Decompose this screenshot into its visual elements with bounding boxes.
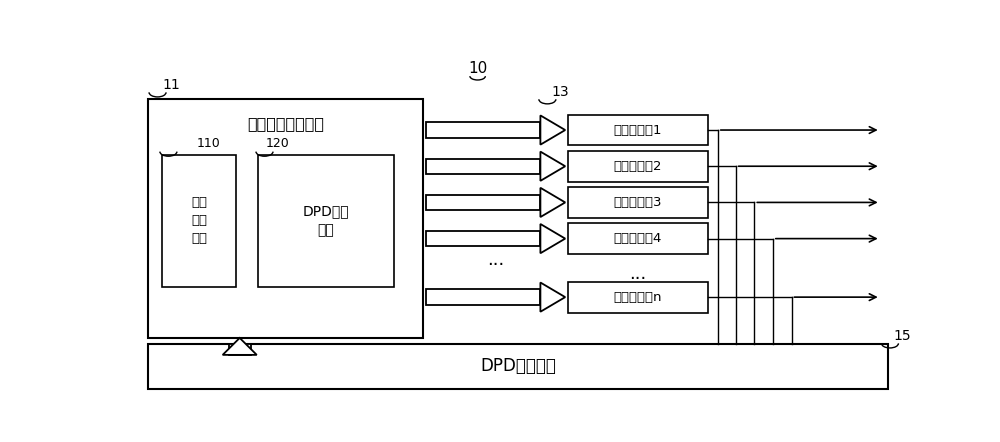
Polygon shape: [540, 224, 565, 253]
Polygon shape: [223, 338, 257, 355]
Text: 120: 120: [266, 137, 290, 150]
Text: 增益
控制
单元: 增益 控制 单元: [191, 196, 207, 245]
Bar: [568, 187, 708, 218]
Text: ···: ···: [487, 256, 504, 274]
Text: 13: 13: [552, 84, 569, 99]
Bar: [148, 344, 888, 389]
Polygon shape: [540, 152, 565, 181]
Bar: [426, 195, 540, 210]
Text: 功率放大器3: 功率放大器3: [614, 196, 662, 209]
Text: 功率放大器4: 功率放大器4: [614, 232, 662, 245]
Text: 110: 110: [196, 137, 220, 150]
Bar: [568, 223, 708, 254]
Bar: [426, 159, 540, 174]
Polygon shape: [540, 115, 565, 145]
Polygon shape: [540, 282, 565, 312]
Text: 数字基带处理模块: 数字基带处理模块: [247, 116, 324, 131]
Bar: [568, 282, 708, 312]
Bar: [568, 114, 708, 145]
Bar: [162, 155, 236, 287]
Bar: [148, 99, 423, 338]
Polygon shape: [540, 188, 565, 217]
Bar: [568, 151, 708, 182]
Bar: [426, 122, 540, 138]
Text: 15: 15: [894, 329, 911, 343]
Text: DPD反馈通道: DPD反馈通道: [480, 358, 556, 375]
Bar: [229, 344, 251, 355]
Text: 功率放大器2: 功率放大器2: [614, 160, 662, 173]
Text: 功率放大器1: 功率放大器1: [614, 124, 662, 137]
Bar: [426, 231, 540, 246]
Text: ···: ···: [629, 271, 647, 289]
Text: 10: 10: [468, 61, 487, 76]
Text: 11: 11: [163, 78, 180, 92]
Bar: [258, 155, 394, 287]
Bar: [426, 290, 540, 305]
Text: DPD处理
单元: DPD处理 单元: [303, 204, 349, 238]
Text: 功率放大器n: 功率放大器n: [614, 291, 662, 304]
